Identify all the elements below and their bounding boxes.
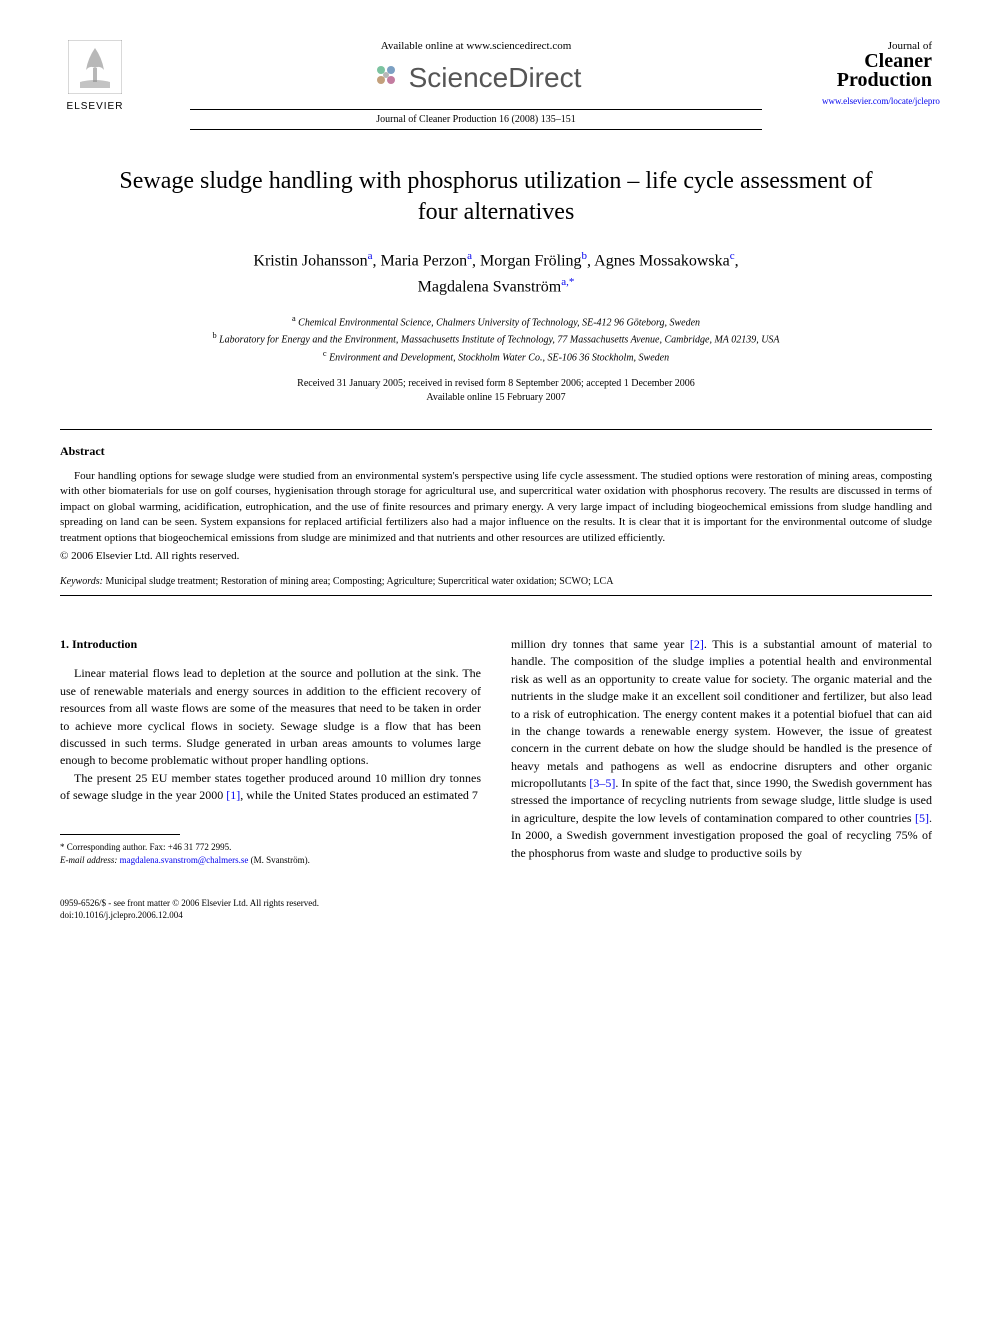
header-rule-2	[190, 129, 762, 130]
journal-logo: Journal of Cleaner Production www.elsevi…	[822, 40, 932, 106]
section-1-heading: 1. Introduction	[60, 636, 481, 653]
keywords-label: Keywords:	[60, 576, 103, 587]
ref-link-1[interactable]: [1]	[226, 788, 240, 802]
affil-c-text: Environment and Development, Stockholm W…	[329, 352, 669, 363]
column-right: million dry tonnes that same year [2]. T…	[511, 636, 932, 867]
abstract-copyright: © 2006 Elsevier Ltd. All rights reserved…	[60, 550, 932, 562]
ref-link-5[interactable]: [5]	[915, 811, 929, 825]
affil-b-text: Laboratory for Energy and the Environmen…	[219, 335, 779, 346]
intro-para-2: The present 25 EU member states together…	[60, 770, 481, 805]
elsevier-tree-icon	[68, 40, 122, 99]
intro-p2-b: , while the United States produced an es…	[240, 788, 478, 802]
abstract-heading: Abstract	[60, 444, 932, 459]
journal-url-link[interactable]: www.elsevier.com/locate/jclepro	[822, 96, 932, 106]
journal-reference: Journal of Cleaner Production 16 (2008) …	[130, 114, 822, 125]
authors-list: Kristin Johanssona, Maria Perzona, Morga…	[60, 248, 932, 299]
author-4-affil[interactable]: c	[730, 250, 735, 262]
sciencedirect-logo: ScienceDirect	[130, 60, 822, 95]
ref-link-2[interactable]: [2]	[690, 637, 704, 651]
sciencedirect-text: ScienceDirect	[409, 62, 582, 94]
author-5-affil[interactable]: a,*	[561, 276, 574, 288]
affiliations: a Chemical Environmental Science, Chalme…	[60, 313, 932, 365]
author-1: Kristin Johansson	[253, 253, 367, 270]
footnote-separator	[60, 834, 180, 835]
column-left: 1. Introduction Linear material flows le…	[60, 636, 481, 867]
journal-name-production: Production	[822, 71, 932, 90]
affiliation-b: b Laboratory for Energy and the Environm…	[60, 330, 932, 347]
affiliation-a: a Chemical Environmental Science, Chalme…	[60, 313, 932, 330]
author-3-affil[interactable]: b	[582, 250, 588, 262]
corr-email-line: E-mail address: magdalena.svanstrom@chal…	[60, 854, 481, 867]
article-title: Sewage sludge handling with phosphorus u…	[100, 166, 892, 228]
ref-link-3-5[interactable]: [3–5]	[589, 776, 615, 790]
col2-p1-b: . This is a substantial amount of materi…	[511, 637, 932, 790]
header-rule	[190, 109, 762, 110]
author-5: Magdalena Svanström	[418, 278, 562, 295]
dates-received: Received 31 January 2005; received in re…	[60, 377, 932, 391]
elsevier-label: ELSEVIER	[60, 101, 130, 112]
intro-para-2-cont: million dry tonnes that same year [2]. T…	[511, 636, 932, 862]
corresponding-author-footnote: * Corresponding author. Fax: +46 31 772 …	[60, 841, 481, 866]
abstract-rule-bottom	[60, 595, 932, 596]
affil-c-sup: c	[323, 349, 327, 358]
available-online-text: Available online at www.sciencedirect.co…	[130, 40, 822, 52]
keywords: Keywords: Municipal sludge treatment; Re…	[60, 576, 932, 587]
abstract-rule-top	[60, 429, 932, 430]
author-2: Maria Perzon	[381, 253, 468, 270]
affil-b-sup: b	[212, 331, 216, 340]
footer-doi: doi:10.1016/j.jclepro.2006.12.004	[60, 909, 932, 922]
footer-copyright: 0959-6526/$ - see front matter © 2006 El…	[60, 897, 932, 910]
email-who: (M. Svanström).	[248, 855, 310, 865]
keywords-text: Municipal sludge treatment; Restoration …	[103, 576, 613, 587]
dates-online: Available online 15 February 2007	[60, 391, 932, 405]
article-dates: Received 31 January 2005; received in re…	[60, 377, 932, 405]
page-header: ELSEVIER Available online at www.science…	[60, 40, 932, 130]
intro-para-1: Linear material flows lead to depletion …	[60, 665, 481, 769]
sciencedirect-icon	[371, 60, 401, 95]
author-2-affil[interactable]: a	[467, 250, 472, 262]
author-4: Agnes Mossakowska	[594, 253, 730, 270]
abstract-text: Four handling options for sewage sludge …	[60, 469, 932, 546]
body-text: 1. Introduction Linear material flows le…	[60, 636, 932, 867]
affil-a-text: Chemical Environmental Science, Chalmers…	[298, 317, 700, 328]
affiliation-c: c Environment and Development, Stockholm…	[60, 348, 932, 365]
corr-author-line: * Corresponding author. Fax: +46 31 772 …	[60, 841, 481, 854]
email-link[interactable]: magdalena.svanstrom@chalmers.se	[120, 855, 249, 865]
affil-a-sup: a	[292, 314, 296, 323]
author-1-affil[interactable]: a	[368, 250, 373, 262]
author-3: Morgan Fröling	[480, 253, 581, 270]
email-label: E-mail address:	[60, 855, 117, 865]
page-footer: 0959-6526/$ - see front matter © 2006 El…	[60, 897, 932, 922]
col2-p1-a: million dry tonnes that same year	[511, 637, 690, 651]
elsevier-logo: ELSEVIER	[60, 40, 130, 112]
header-center: Available online at www.sciencedirect.co…	[130, 40, 822, 130]
